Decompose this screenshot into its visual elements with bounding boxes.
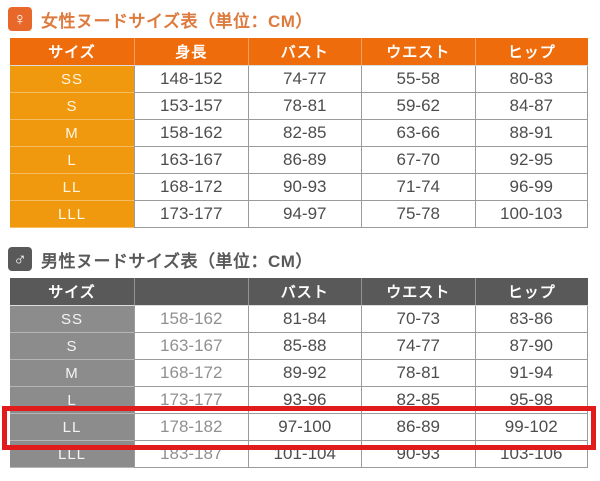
table-row: L 173-177 93-96 82-85 95-98	[10, 387, 588, 414]
waist-cell: 86-89	[361, 414, 475, 441]
header-waist: ウエスト	[361, 38, 475, 66]
height-cell: 158-162	[134, 306, 248, 333]
hip-cell: 87-90	[474, 333, 588, 360]
bust-cell: 90-93	[247, 174, 361, 201]
size-cell: LLL	[10, 441, 134, 468]
hip-cell: 80-83	[474, 66, 588, 93]
header-waist: ウエスト	[361, 278, 475, 306]
size-cell: LL	[10, 414, 134, 441]
female-table-header: サイズ 身長 バスト ウエスト ヒップ	[10, 38, 588, 66]
waist-cell: 75-78	[361, 201, 475, 228]
bust-cell: 94-97	[247, 201, 361, 228]
bust-cell: 97-100	[247, 414, 361, 441]
female-symbol-icon: ♀	[8, 7, 32, 31]
header-height: 身長	[134, 38, 248, 66]
header-hip: ヒップ	[474, 278, 588, 306]
height-cell: 168-172	[134, 174, 248, 201]
size-cell: L	[10, 147, 134, 174]
header-bust: バスト	[247, 38, 361, 66]
height-cell: 173-177	[134, 201, 248, 228]
size-cell: L	[10, 387, 134, 414]
waist-cell: 82-85	[361, 387, 475, 414]
table-row: M 158-162 82-85 63-66 88-91	[10, 120, 588, 147]
height-cell: 183-187	[134, 441, 248, 468]
table-row-highlighted: LL 178-182 97-100 86-89 99-102	[10, 414, 588, 441]
bust-cell: 78-81	[247, 93, 361, 120]
table-row: L 163-167 86-89 67-70 92-95	[10, 147, 588, 174]
male-symbol-icon: ♂	[8, 247, 32, 271]
header-height	[134, 278, 248, 306]
height-cell: 163-167	[134, 147, 248, 174]
hip-cell: 91-94	[474, 360, 588, 387]
table-row: SS 158-162 81-84 70-73 83-86	[10, 306, 588, 333]
waist-cell: 70-73	[361, 306, 475, 333]
hip-cell: 95-98	[474, 387, 588, 414]
hip-cell: 83-86	[474, 306, 588, 333]
size-cell: SS	[10, 306, 134, 333]
table-row: LLL 183-187 101-104 90-93 103-106	[10, 441, 588, 468]
header-row: サイズ 身長 バスト ウエスト ヒップ	[10, 38, 588, 66]
height-cell: 148-152	[134, 66, 248, 93]
waist-cell: 63-66	[361, 120, 475, 147]
header-size: サイズ	[10, 278, 134, 306]
table-row: S 153-157 78-81 59-62 84-87	[10, 93, 588, 120]
table-row: LLL 173-177 94-97 75-78 100-103	[10, 201, 588, 228]
bust-cell: 89-92	[247, 360, 361, 387]
hip-cell: 92-95	[474, 147, 588, 174]
size-cell: LL	[10, 174, 134, 201]
bust-cell: 101-104	[247, 441, 361, 468]
waist-cell: 55-58	[361, 66, 475, 93]
bust-cell: 74-77	[247, 66, 361, 93]
hip-cell: 100-103	[474, 201, 588, 228]
header-row: サイズ バスト ウエスト ヒップ	[10, 278, 588, 306]
waist-cell: 67-70	[361, 147, 475, 174]
female-title-text: 女性ヌードサイズ表（単位：CM）	[41, 11, 313, 31]
size-cell: M	[10, 360, 134, 387]
height-cell: 178-182	[134, 414, 248, 441]
waist-cell: 59-62	[361, 93, 475, 120]
size-cell: SS	[10, 66, 134, 93]
bust-cell: 85-88	[247, 333, 361, 360]
height-cell: 173-177	[134, 387, 248, 414]
female-size-table: サイズ 身長 バスト ウエスト ヒップ SS 148-152 74-77 55-…	[10, 38, 588, 228]
waist-cell: 90-93	[361, 441, 475, 468]
height-cell: 153-157	[134, 93, 248, 120]
header-bust: バスト	[247, 278, 361, 306]
hip-cell: 96-99	[474, 174, 588, 201]
male-table-header: サイズ バスト ウエスト ヒップ	[10, 278, 588, 306]
waist-cell: 78-81	[361, 360, 475, 387]
size-cell: S	[10, 93, 134, 120]
male-size-table: サイズ バスト ウエスト ヒップ SS 158-162 81-84 70-73 …	[10, 278, 588, 468]
table-row: M 168-172 89-92 78-81 91-94	[10, 360, 588, 387]
bust-cell: 82-85	[247, 120, 361, 147]
size-cell: M	[10, 120, 134, 147]
waist-cell: 71-74	[361, 174, 475, 201]
female-section-title: ♀ 女性ヌードサイズ表（単位：CM）	[8, 6, 313, 32]
bust-cell: 86-89	[247, 147, 361, 174]
waist-cell: 74-77	[361, 333, 475, 360]
size-cell: S	[10, 333, 134, 360]
header-size: サイズ	[10, 38, 134, 66]
bust-cell: 93-96	[247, 387, 361, 414]
height-cell: 168-172	[134, 360, 248, 387]
size-cell: LLL	[10, 201, 134, 228]
hip-cell: 103-106	[474, 441, 588, 468]
height-cell: 158-162	[134, 120, 248, 147]
hip-cell: 99-102	[474, 414, 588, 441]
height-cell: 163-167	[134, 333, 248, 360]
hip-cell: 84-87	[474, 93, 588, 120]
male-title-text: 男性ヌードサイズ表（単位：CM）	[41, 251, 313, 271]
header-hip: ヒップ	[474, 38, 588, 66]
table-row: LL 168-172 90-93 71-74 96-99	[10, 174, 588, 201]
hip-cell: 88-91	[474, 120, 588, 147]
bust-cell: 81-84	[247, 306, 361, 333]
table-row: S 163-167 85-88 74-77 87-90	[10, 333, 588, 360]
table-row: SS 148-152 74-77 55-58 80-83	[10, 66, 588, 93]
male-section-title: ♂ 男性ヌードサイズ表（単位：CM）	[8, 246, 313, 272]
